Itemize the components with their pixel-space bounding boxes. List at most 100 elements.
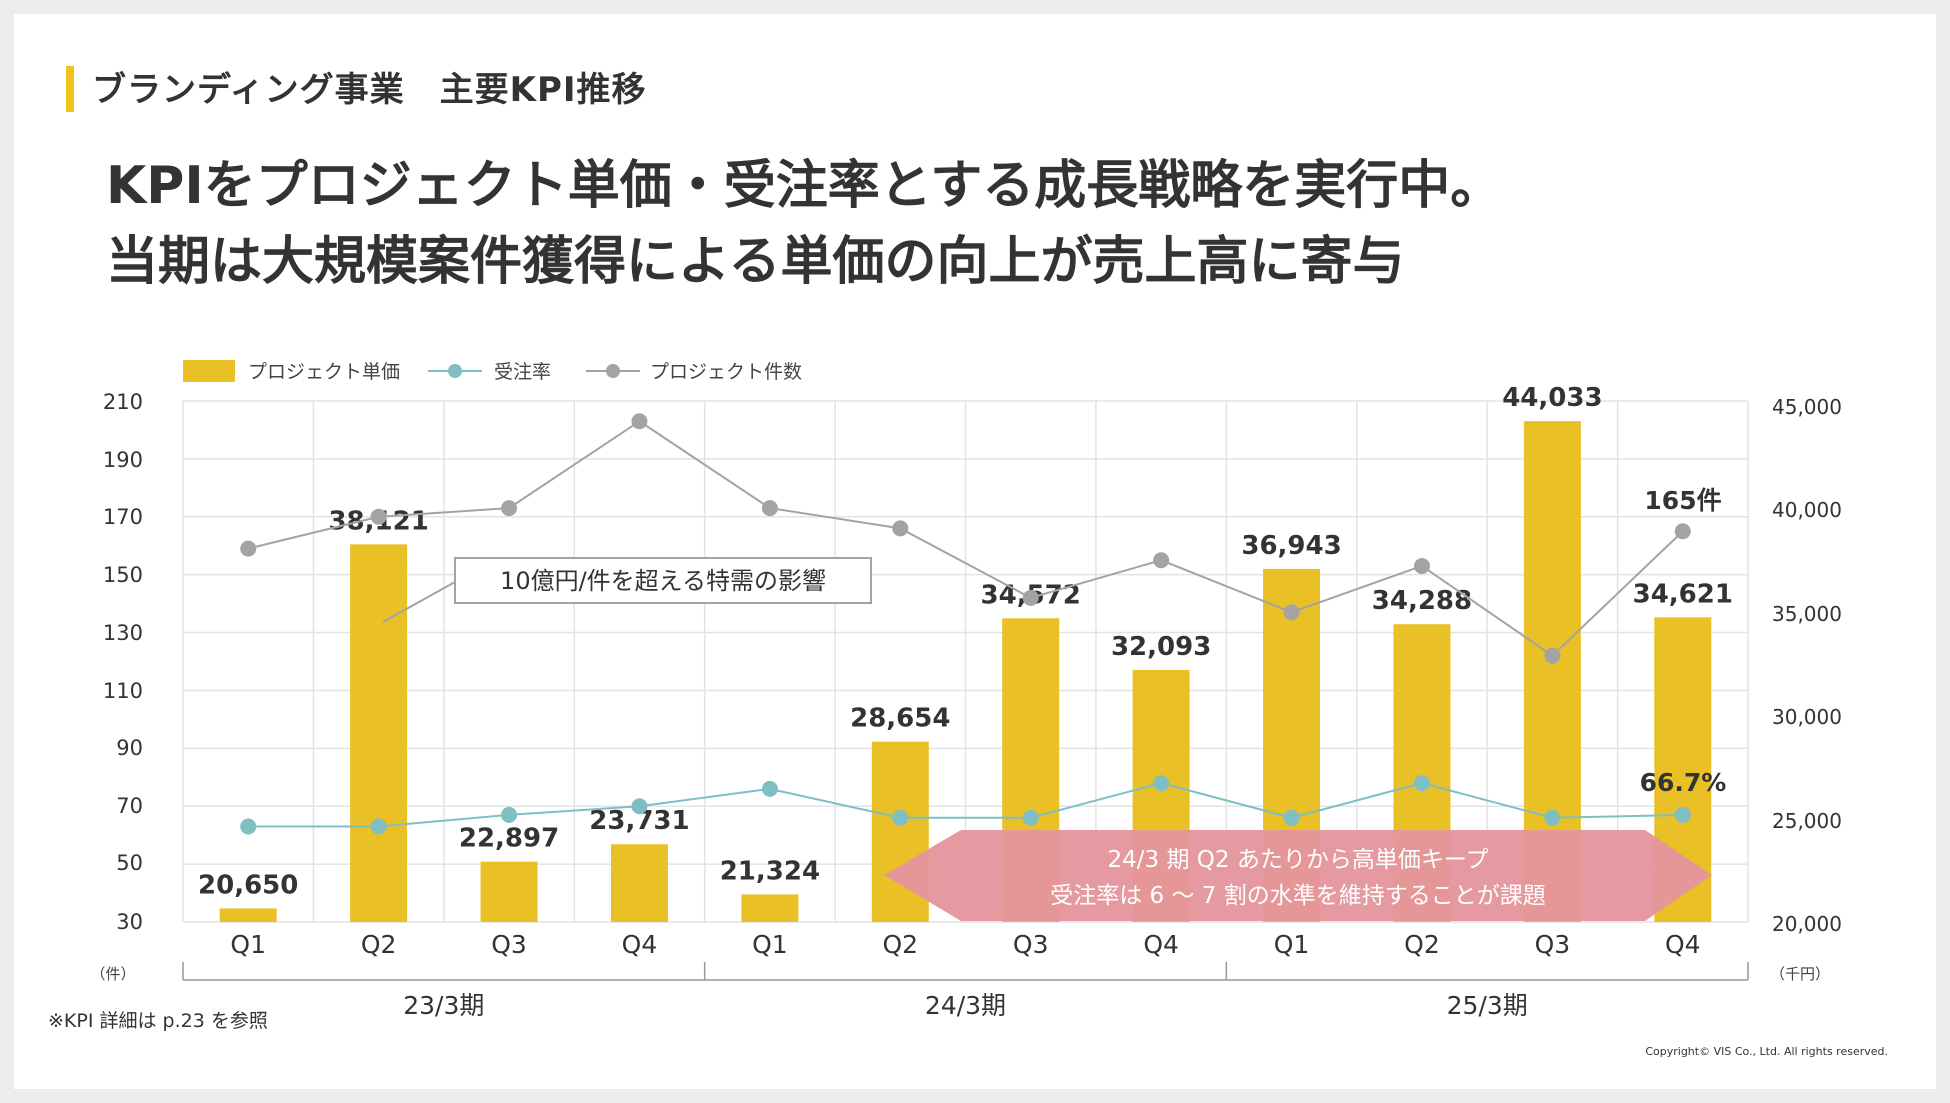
- bar: [610, 844, 668, 922]
- left-tick: 70: [116, 794, 143, 818]
- left-tick: 170: [103, 505, 143, 529]
- count-last-label: 165件: [1644, 486, 1721, 515]
- category-label: Q4: [1665, 930, 1701, 959]
- category-label: Q1: [230, 930, 266, 959]
- category-label: Q2: [882, 930, 918, 959]
- category-label: Q1: [1274, 930, 1310, 959]
- category-label: Q4: [1143, 930, 1179, 959]
- special-note-text: 10億円/件を超える特需の影響: [500, 567, 826, 595]
- right-tick: 40,000: [1772, 498, 1842, 522]
- count-line: [247, 420, 1684, 657]
- count-point: [1153, 552, 1170, 569]
- left-tick: 210: [103, 390, 143, 414]
- count-point: [631, 413, 648, 430]
- bar-value-label: 21,324: [720, 856, 820, 886]
- category-label: Q1: [752, 930, 788, 959]
- section-accent-bar: [66, 66, 74, 112]
- bar: [350, 544, 408, 922]
- right-axis-unit: （千円）: [1770, 965, 1830, 983]
- fiscal-group-label: 23/3期: [403, 991, 484, 1020]
- headline: KPIをプロジェクト単価・受注率とする成長戦略を実行中。 当期は大規模案件獲得に…: [106, 148, 1502, 300]
- callout-banner: [884, 830, 1712, 921]
- headline-line-1: KPIをプロジェクト単価・受注率とする成長戦略を実行中。: [106, 156, 1503, 216]
- rate-line: [248, 782, 1683, 828]
- left-tick: 130: [103, 621, 143, 645]
- count-point: [1283, 604, 1300, 621]
- right-tick: 20,000: [1772, 912, 1842, 936]
- legend-label-unit-price: プロジェクト単価: [248, 361, 400, 383]
- left-axis: 210 190 170 150 130 110 90 70 50 30: [103, 390, 143, 934]
- category-axis: Q1 Q2 Q3 Q4 Q1 Q2 Q3 Q4 Q1 Q2 Q3 Q4: [230, 930, 1700, 959]
- rate-point: [761, 780, 778, 797]
- callout-line-1: 24/3 期 Q2 あたりから高単価キープ: [1108, 847, 1489, 873]
- fiscal-brackets: 23/3期 24/3期 25/3期: [182, 962, 1749, 1020]
- bar-value-label: 28,654: [850, 704, 950, 734]
- legend-label-order-rate: 受注率: [494, 361, 551, 383]
- category-label: Q3: [491, 930, 527, 959]
- rate-series: [240, 775, 1691, 835]
- bar-value-label: 32,093: [1111, 632, 1211, 662]
- fiscal-group-label: 24/3期: [925, 991, 1006, 1020]
- left-tick: 50: [116, 851, 143, 875]
- bar-value-label: 22,897: [459, 824, 559, 854]
- count-point: [761, 500, 778, 517]
- rate-point: [631, 798, 648, 815]
- rate-point: [1022, 809, 1039, 826]
- rate-point: [1413, 775, 1430, 792]
- rate-point: [1544, 809, 1561, 826]
- rate-point: [240, 818, 257, 835]
- count-point: [370, 508, 387, 525]
- bar-value-label: 44,033: [1502, 383, 1602, 413]
- count-point: [1674, 523, 1691, 540]
- count-point: [1544, 647, 1561, 664]
- special-note-leader: [382, 581, 456, 623]
- right-tick: 35,000: [1772, 602, 1842, 626]
- count-point: [240, 540, 257, 557]
- callout-line-2: 受注率は 6 〜 7 割の水準を維持することが課題: [1050, 883, 1546, 909]
- bar-value-label: 20,650: [198, 870, 298, 900]
- right-axis: 45,000 40,000 35,000 30,000 25,000 20,00…: [1772, 395, 1842, 936]
- left-axis-unit: （件）: [90, 965, 135, 983]
- rate-point: [1283, 809, 1300, 826]
- bar: [741, 894, 799, 922]
- bar-value-label: 36,943: [1241, 531, 1341, 561]
- count-point: [1022, 589, 1039, 606]
- rate-point: [892, 809, 909, 826]
- copyright: Copyright© VIS Co., Ltd. All rights rese…: [1645, 1045, 1888, 1058]
- fiscal-group-label: 25/3期: [1447, 991, 1528, 1020]
- count-point: [1413, 557, 1430, 574]
- special-note-box: [454, 557, 872, 604]
- category-label: Q4: [622, 930, 658, 959]
- category-label: Q2: [361, 930, 397, 959]
- rate-point: [370, 818, 387, 835]
- count-point: [501, 500, 518, 517]
- legend-bar-swatch: [183, 360, 235, 382]
- left-tick: 30: [116, 910, 143, 934]
- right-tick: 45,000: [1772, 395, 1842, 419]
- legend-rate-marker: [448, 364, 462, 378]
- section-title: ブランディング事業 主要KPI推移: [92, 70, 647, 110]
- rate-last-label: 66.7%: [1640, 768, 1727, 797]
- category-label: Q3: [1535, 930, 1571, 959]
- rate-point: [501, 806, 518, 823]
- right-tick: 30,000: [1772, 705, 1842, 729]
- left-tick: 190: [103, 448, 143, 472]
- bar: [219, 908, 277, 922]
- category-label: Q3: [1013, 930, 1049, 959]
- legend-label-project-count: プロジェクト件数: [650, 361, 802, 383]
- category-label: Q2: [1404, 930, 1440, 959]
- count-series: [240, 413, 1691, 664]
- bar-value-label: 34,288: [1372, 586, 1472, 616]
- left-tick: 150: [103, 563, 143, 587]
- footnote: ※KPI 詳細は p.23 を参照: [48, 1010, 268, 1032]
- rate-point: [1674, 806, 1691, 823]
- count-point: [892, 520, 909, 537]
- headline-line-2: 当期は大規模案件獲得による単価の向上が売上高に寄与: [106, 232, 1405, 292]
- left-tick: 90: [116, 736, 143, 760]
- rate-point: [1153, 775, 1170, 792]
- right-tick: 25,000: [1772, 809, 1842, 833]
- legend-count-marker: [606, 364, 620, 378]
- bar-value-label: 34,621: [1633, 579, 1733, 609]
- left-tick: 110: [103, 679, 143, 703]
